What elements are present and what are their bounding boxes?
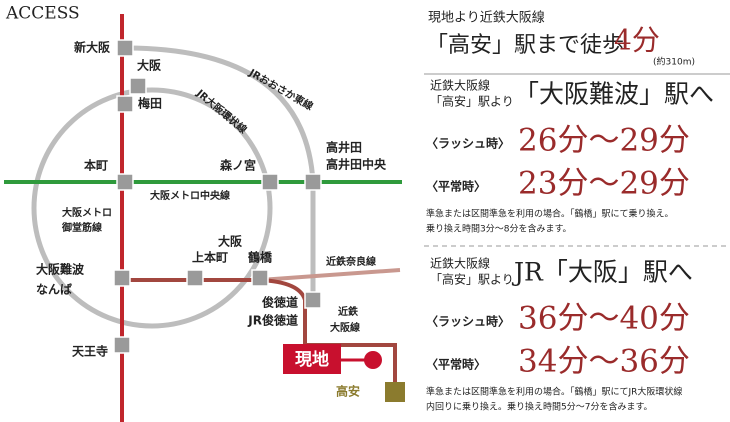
station: [113, 269, 131, 287]
line-label: 近鉄奈良線: [326, 255, 376, 268]
kintetsu-osaka-line: [122, 278, 397, 392]
route-note: 内回りに乗り換え。乗り換え時間5分〜7分を含みます。: [426, 401, 653, 413]
line-label: 御堂筋線: [61, 221, 102, 234]
station: [261, 173, 279, 191]
row-time: 23分〜29分: [518, 166, 690, 202]
route-from: 近鉄大阪線: [430, 256, 490, 271]
station-label: 新大阪: [74, 40, 111, 55]
station-label: 大阪難波: [36, 262, 85, 277]
line-label: 近鉄: [338, 305, 358, 318]
station: [251, 269, 269, 287]
walk-minutes: 4分: [614, 24, 660, 57]
station-label: 高井田中央: [326, 157, 387, 172]
station: [116, 95, 134, 113]
station-label: 梅田: [138, 96, 162, 111]
line-label: 大阪メトロ: [62, 206, 112, 219]
takayasu-station: [385, 382, 405, 402]
row-label: 〈平常時〉: [426, 179, 486, 194]
row-label: 〈平常時〉: [426, 357, 486, 372]
route-to: JR「大阪」駅へ: [511, 258, 693, 287]
route-note: 準急または区間準急を利用の場合。「鶴橋」駅にて乗り換え。: [426, 208, 674, 220]
line-label: JRおおさか東線: [246, 65, 315, 112]
walk-distance: (約310m): [653, 56, 695, 68]
station-label: 高安: [336, 384, 360, 399]
station-label: 森ノ宮: [220, 158, 256, 173]
site-box: [283, 344, 341, 374]
route-note: 準急または区間準急を利用の場合。「鶴橋」駅にてJR大阪環状線: [426, 386, 682, 398]
station: [186, 269, 204, 287]
station-label: 大阪: [218, 234, 243, 249]
walk-line2: 「高安」駅まで徒歩: [426, 33, 624, 58]
station-label: 上本町: [192, 250, 228, 265]
station: [129, 77, 147, 95]
station-label: 大阪: [137, 58, 162, 73]
station: [304, 173, 322, 191]
route-to: 「大阪難波」駅へ: [514, 80, 714, 109]
line-label: JR大阪環状線: [193, 86, 249, 136]
line-label: 大阪線: [330, 321, 360, 334]
site-label: 現地: [295, 349, 329, 370]
route-from: 「高安」駅より: [430, 272, 514, 287]
line-label: 大阪メトロ中央線: [150, 189, 230, 202]
routes: 近鉄大阪線「高安」駅より 「大阪難波」駅へ〈ラッシュ時〉 26分〜29分〈平常時〉 2…: [426, 78, 714, 413]
row-time: 26分〜29分: [518, 123, 690, 159]
row-time: 36分〜40分: [518, 301, 690, 337]
route-from: 「高安」駅より: [430, 94, 514, 109]
station: [304, 291, 322, 309]
station: [113, 336, 131, 354]
station-label: なんば: [36, 282, 72, 297]
station-label: 俊徳道: [262, 295, 298, 310]
jr-osaka-higashi-line: [124, 45, 316, 300]
row-time: 34分〜36分: [518, 344, 690, 380]
station-label: 本町: [84, 158, 108, 173]
route-from: 近鉄大阪線: [430, 78, 490, 93]
jr-loop-line: [31, 87, 273, 329]
station: [116, 173, 134, 191]
station-label: 鶴橋: [248, 250, 273, 265]
station-label: 天王寺: [72, 344, 108, 359]
station: [116, 39, 134, 57]
site-marker: [364, 351, 382, 369]
row-label: 〈ラッシュ時〉: [426, 314, 510, 329]
station-label: 高井田: [326, 140, 362, 155]
station-label: JR俊徳道: [247, 313, 298, 328]
map-title: ACCESS: [5, 4, 80, 24]
walk-line1: 現地より近鉄大阪線: [428, 10, 545, 26]
row-label: 〈ラッシュ時〉: [426, 136, 510, 151]
route-note: 乗り換え時間3分〜8分を含みます。: [426, 223, 572, 235]
